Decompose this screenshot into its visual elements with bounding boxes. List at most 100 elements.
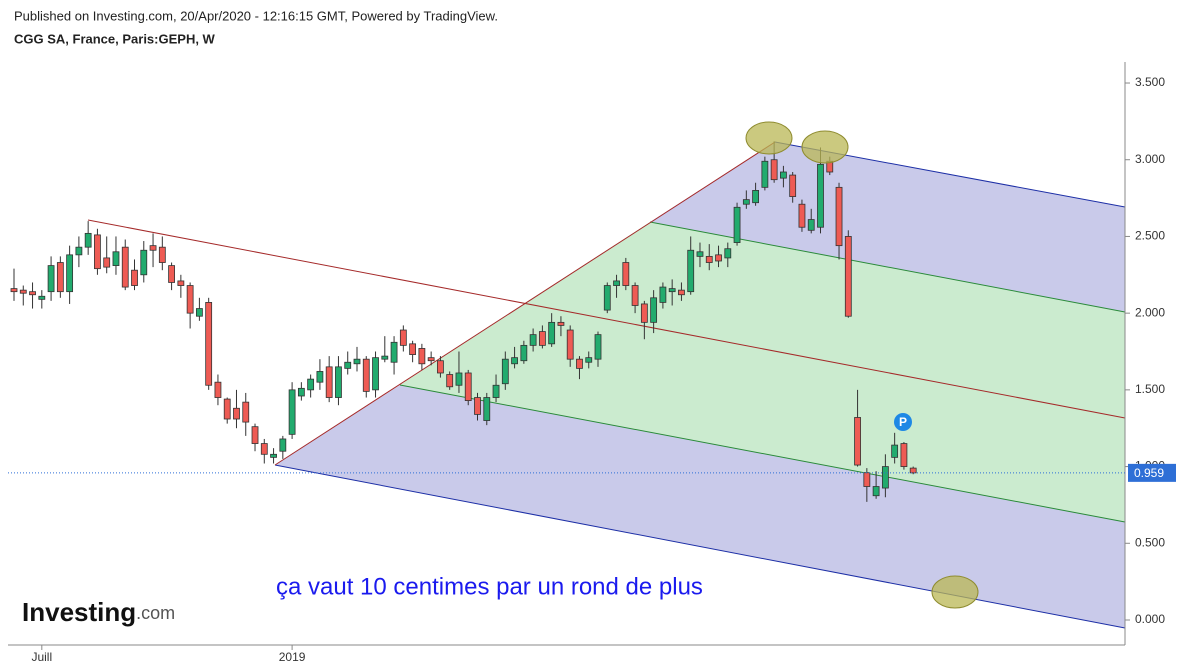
candle-body: [362, 358, 370, 392]
y-tick-label: 3.000: [1135, 152, 1165, 166]
candle-body: [529, 334, 537, 346]
pitchfork-zone: [650, 142, 1125, 312]
candle-body: [631, 285, 639, 306]
candle-body: [603, 285, 611, 311]
candle-body: [288, 389, 296, 435]
candle-body: [909, 467, 917, 474]
candle-body: [807, 219, 815, 231]
candle-body: [121, 246, 129, 288]
candle-body: [594, 334, 602, 360]
candle-body: [511, 357, 518, 365]
candle-body: [242, 401, 250, 423]
candle-body: [483, 397, 491, 421]
candle-body: [622, 262, 630, 286]
candle-body: [353, 358, 361, 365]
candle-body: [149, 245, 157, 251]
candle-body: [863, 472, 871, 487]
candle-body: [817, 163, 824, 228]
candle-body: [409, 343, 417, 355]
candle-body: [316, 371, 324, 383]
candle-body: [835, 186, 843, 247]
candle-body: [492, 384, 500, 398]
candle-body: [872, 486, 880, 497]
y-tick-label: 1.500: [1135, 382, 1165, 396]
candle-body: [131, 269, 138, 286]
candle-body: [464, 372, 472, 402]
candle-body: [678, 289, 685, 296]
candle-body: [29, 291, 36, 296]
candle-body: [399, 329, 407, 346]
candle-body: [761, 160, 769, 188]
x-tick-label: Juill: [31, 650, 52, 664]
candle-body: [307, 378, 315, 391]
candle-body: [566, 329, 574, 360]
candle-body: [696, 251, 704, 257]
logo-domain: .com: [136, 603, 175, 623]
candle-body: [687, 249, 695, 293]
candle-body: [844, 236, 852, 317]
candle-body: [94, 234, 101, 270]
y-tick-label: 0.000: [1135, 612, 1165, 626]
candle-body: [437, 360, 444, 374]
candle-body: [585, 357, 593, 363]
candle-body: [195, 308, 203, 317]
candle-body: [427, 357, 435, 362]
candle-body: [372, 357, 379, 391]
y-tick-label: 0.500: [1135, 535, 1165, 549]
y-tick-label: 2.000: [1135, 305, 1165, 319]
highlight-circle: [745, 121, 793, 155]
candle-body: [548, 321, 556, 345]
candle-body: [270, 453, 277, 458]
candle-body: [84, 232, 92, 248]
candle-body: [344, 361, 352, 369]
candle-body: [19, 289, 27, 294]
candle-body: [455, 372, 463, 386]
candle-body: [881, 466, 889, 489]
candle-body: [520, 344, 528, 362]
candle-body: [381, 355, 389, 360]
candle-body: [66, 254, 74, 293]
marker: [894, 413, 912, 431]
candle-body: [223, 398, 231, 420]
candle-body: [140, 249, 148, 276]
candle-body: [854, 417, 861, 466]
header: Published on Investing.com, 20/Apr/2020 …: [14, 8, 498, 23]
candle-body: [297, 387, 305, 397]
logo: Investing.com: [22, 597, 175, 627]
candle-body: [38, 295, 46, 300]
candle-body: [770, 159, 778, 181]
candle-body: [177, 280, 185, 286]
candle-body: [158, 246, 166, 263]
y-tick-label: 3.500: [1135, 75, 1165, 89]
candle-body: [233, 407, 240, 420]
candle-body: [501, 358, 509, 385]
candle-body: [10, 288, 18, 293]
candle-body: [798, 203, 806, 228]
candles: [10, 141, 917, 502]
pitchfork: [87, 141, 1126, 629]
candle-body: [752, 190, 759, 204]
candle-body: [640, 303, 648, 323]
candle-body: [715, 254, 722, 262]
last-price-box: [1128, 463, 1176, 482]
candle-body: [557, 321, 565, 326]
candle-body: [103, 257, 111, 268]
candle-body: [186, 285, 194, 314]
candle-body: [260, 443, 268, 455]
pitchfork-line: [649, 221, 1126, 313]
candle-body: [538, 331, 546, 346]
highlight-circle: [801, 130, 849, 164]
annotation: ça vaut 10 centimes par un rond de plus: [276, 573, 703, 600]
chart-title: CGG SA, France, Paris:GEPH, W: [14, 31, 216, 46]
x-tick-label: 2019: [279, 650, 306, 664]
candle-body: [168, 265, 175, 283]
candle-body: [279, 438, 287, 452]
candle-body: [789, 174, 797, 197]
candle-body: [325, 366, 333, 398]
pitchfork-line: [274, 464, 1126, 629]
candle-body: [659, 286, 667, 303]
candle-body: [390, 341, 398, 363]
last-price-label: 0.959: [1134, 466, 1164, 480]
candle-body: [733, 206, 741, 243]
